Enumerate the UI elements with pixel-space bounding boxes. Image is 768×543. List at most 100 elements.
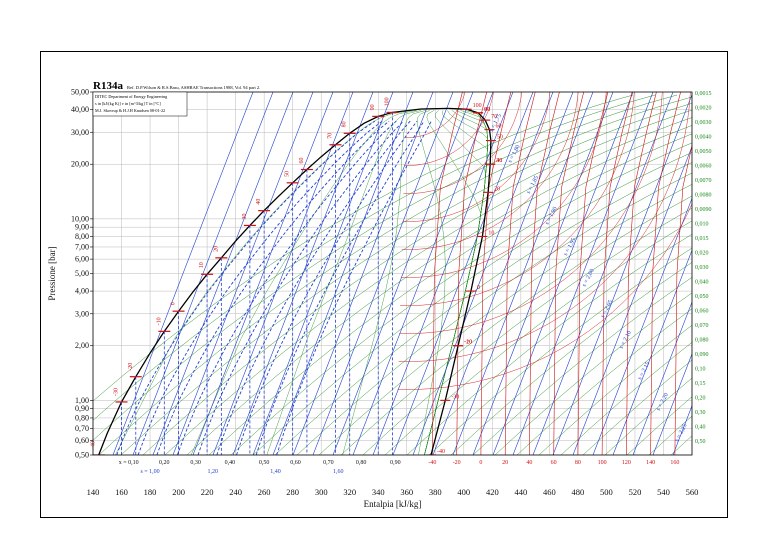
isochore-dome-line (424, 110, 488, 455)
isotherm-label: -20 (128, 363, 134, 371)
y-tick-label: 0,50 (75, 451, 89, 460)
quality-label: 0,30 (190, 460, 201, 466)
isochore-line (472, 277, 692, 455)
volume-label: 0,20 (695, 396, 706, 402)
isotherm-label: 80 (342, 121, 348, 127)
x-tick-label: 280 (286, 487, 299, 497)
y-tick-label: 1,00 (75, 396, 89, 405)
x-tick-label: 320 (343, 487, 356, 497)
isotherm-line (626, 92, 657, 455)
y-tick-label: 3,00 (75, 309, 89, 318)
isentrope-line (372, 92, 514, 455)
vapor-isotherm-label: 60 (495, 124, 501, 130)
vapor-isotherm-label: 20 (494, 186, 500, 192)
y-tick-label: 10,00 (71, 214, 89, 223)
volume-label: 0,0015 (695, 91, 712, 97)
volume-label: 0,060 (695, 309, 709, 315)
isotherm-label: -30 (114, 388, 120, 396)
isochore-dome-line (417, 110, 446, 455)
isentrope-line (572, 145, 692, 455)
quality-line (276, 120, 432, 455)
superheat-temp-label: -20 (453, 460, 461, 466)
info-box-line: s in [kJ/(kg K)] v in [m^3/kg] T in [°C] (95, 101, 161, 106)
isochore-line (274, 162, 692, 455)
y-tick-label: 0,80 (75, 413, 89, 422)
isotherm-label: 100 (385, 97, 391, 106)
isochore-line (142, 109, 692, 455)
isochore-dome-line (115, 110, 413, 455)
volume-label: 0,090 (695, 352, 709, 358)
isotherm-label: 60 (299, 158, 305, 164)
isotherm-arc (401, 92, 579, 250)
y-tick-label: 4,00 (75, 287, 89, 296)
isochore-dome-line (424, 110, 486, 455)
superheat-temp-label: 0 (479, 460, 482, 466)
isochore-line (93, 94, 634, 402)
isentrope-line (612, 249, 692, 455)
superheat-temp-label: 60 (551, 460, 557, 466)
quality-label: 0,80 (356, 460, 367, 466)
vapor-isotherm-label: -30 (451, 394, 459, 400)
vapor-isotherm-label: -10 (464, 340, 472, 346)
volume-label: 0,50 (695, 439, 706, 445)
isotherm-label: 40 (256, 199, 262, 205)
quality-label: 0,40 (225, 460, 236, 466)
isochore-line (494, 292, 692, 455)
vapor-isotherm-label: 0 (477, 285, 480, 291)
superheat-temp-label: 80 (575, 460, 581, 466)
isentrope-line (132, 92, 274, 455)
isentrope-line (592, 197, 692, 455)
volume-label: 0,0080 (695, 193, 712, 199)
isochore-dome-line (424, 110, 488, 455)
x-tick-label: 480 (572, 487, 585, 497)
y-tick-label: 40,00 (71, 105, 89, 114)
volume-label: 0,080 (695, 338, 709, 344)
y-tick-label: 7,00 (75, 242, 89, 251)
isochore-line (560, 342, 692, 455)
y-tick-label: 6,00 (75, 255, 89, 264)
y-axis-label: Pressione [bar] (47, 246, 57, 300)
isentrope-line (312, 92, 454, 455)
volume-label: 0,040 (695, 280, 709, 286)
ph-diagram: -40-30-20-100102030405060708090100-40-30… (47, 80, 712, 509)
vapor-isotherm-label: 50 (497, 135, 503, 141)
isochore-dome-line (424, 110, 488, 455)
isochore-dome-line (424, 110, 488, 455)
info-box (92, 91, 188, 117)
isochore-line (164, 117, 692, 455)
isochore-dome-line (424, 110, 488, 455)
info-box-line: M.J. Skovrup & H.J.H Knudsen 08-01-22 (95, 108, 165, 113)
isochore-line (120, 102, 692, 455)
isochore-line (252, 152, 692, 455)
isentrope-line (272, 92, 414, 455)
isotherm-arc (397, 203, 692, 390)
x-tick-label: 420 (486, 487, 499, 497)
volume-label: 0,030 (695, 265, 709, 271)
isotherm-arc (405, 92, 466, 138)
y-tick-label: 0,60 (75, 436, 89, 445)
superheat-temp-label: 40 (526, 460, 532, 466)
isochore-line (208, 133, 692, 455)
quality-line (176, 120, 397, 455)
isochore-line (230, 142, 692, 455)
isochore-line (340, 195, 692, 455)
isochore-line (98, 96, 692, 455)
y-tick-label: 0,90 (75, 404, 89, 413)
vapor-isotherm-label: 90 (484, 107, 490, 113)
quality-label: 0,20 (159, 460, 170, 466)
x-tick-label: 220 (201, 487, 214, 497)
y-tick-label: 2,00 (75, 341, 89, 350)
vapor-isotherm-label: 30 (496, 158, 502, 164)
vapor-isotherm-label: 70 (491, 114, 497, 120)
superheat-temp-label: 120 (622, 460, 631, 466)
volume-label: 0,15 (695, 381, 706, 387)
isochore-line (362, 207, 692, 455)
x-tick-label: 140 (87, 487, 100, 497)
volume-label: 0,40 (695, 425, 706, 431)
x-tick-label: 300 (315, 487, 328, 497)
x-tick-label: 560 (686, 487, 699, 497)
isentrope-line (472, 92, 614, 455)
isentrope-line (512, 92, 654, 455)
x-tick-label: 440 (514, 487, 527, 497)
plot-area (93, 92, 692, 455)
